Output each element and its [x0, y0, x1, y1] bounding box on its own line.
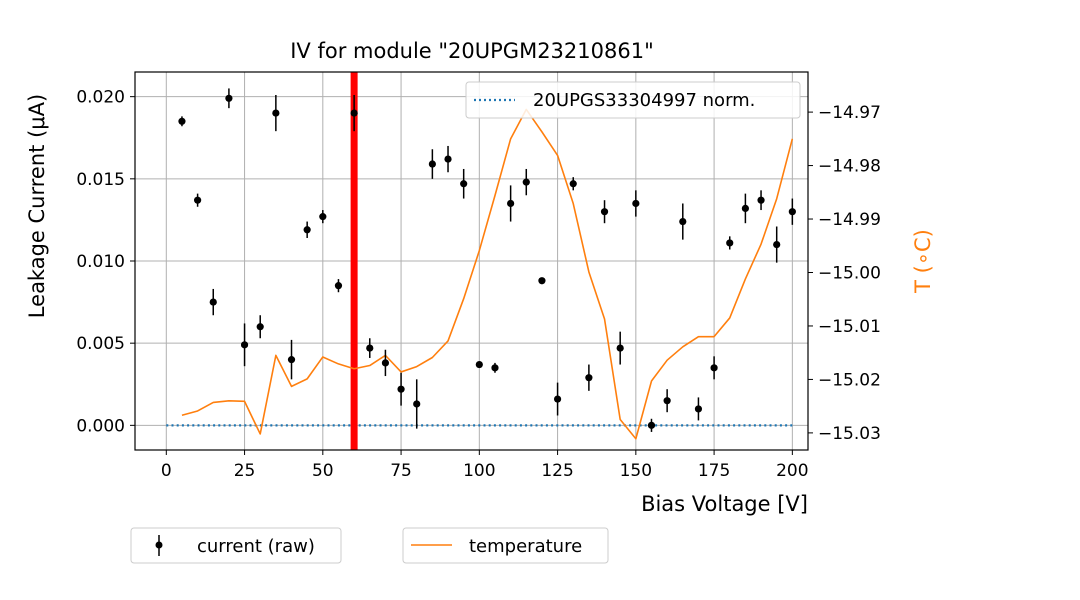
- x-tick-label: 150: [620, 461, 652, 481]
- x-tick-label: 200: [776, 461, 808, 481]
- current-point: [710, 364, 718, 372]
- current-point: [209, 298, 217, 306]
- current-point: [397, 385, 405, 393]
- current-point: [194, 196, 202, 204]
- current-point: [553, 395, 562, 403]
- legend-current-label: current (raw): [197, 536, 315, 557]
- legend-temperature: temperature: [402, 527, 609, 564]
- current-point: [240, 341, 249, 349]
- y2-axis-ticks: −15.03 −15.02 −15.01 −15.00 −14.99 −14.98 −14.…: [808, 103, 881, 444]
- current-point: [773, 240, 781, 249]
- legend-current: current (raw): [130, 527, 342, 564]
- x-tick-label: 50: [312, 461, 334, 481]
- current-point: [726, 239, 734, 247]
- chart-title: IV for module "20UPGM23210861": [290, 39, 654, 63]
- current-point: [694, 405, 703, 413]
- x-tick-label: 125: [541, 461, 573, 481]
- current-point: [616, 344, 624, 352]
- y-tick-label: 0.000: [76, 416, 125, 436]
- current-point: [350, 109, 358, 117]
- legend-current-box: [130, 527, 342, 564]
- current-point: [178, 117, 186, 125]
- temperature-series: [181, 108, 794, 440]
- current-point: [303, 226, 311, 234]
- y-tick-label: 0.015: [76, 170, 125, 190]
- current-point: [679, 217, 687, 226]
- y-axis-ticks: 0.000 0.005 0.010 0.015 0.020: [76, 88, 135, 436]
- x-tick-label: 75: [390, 461, 412, 481]
- current-point: [647, 421, 656, 429]
- x-axis-ticks: 0 25 50 75 100 125 150 175 200: [161, 450, 809, 481]
- y-tick-label: 0.010: [76, 252, 125, 272]
- y2-tick-label: −15.00: [818, 263, 881, 283]
- x-tick-label: 25: [234, 461, 256, 481]
- x-tick-label: 0: [161, 461, 172, 481]
- current-point: [444, 155, 452, 163]
- current-point: [663, 397, 671, 405]
- current-point: [319, 213, 327, 221]
- current-point: [334, 282, 343, 290]
- current-point: [569, 180, 577, 188]
- y2-axis-label: T (∘C): [911, 229, 935, 294]
- legend-reference-box: [465, 81, 801, 119]
- y2-tick-label: −14.99: [818, 210, 881, 230]
- legend-temperature-box: [402, 527, 609, 564]
- current-point: [757, 196, 765, 204]
- x-tick-label: 100: [463, 461, 495, 481]
- legend-reference: 20UPGS33304997 norm.: [465, 81, 801, 119]
- x-axis-label: Bias Voltage [V]: [641, 492, 808, 516]
- current-point: [788, 208, 796, 216]
- y2-tick-label: −15.02: [818, 370, 881, 390]
- y2-tick-label: −15.03: [818, 424, 881, 444]
- legend-temperature-label: temperature: [469, 536, 582, 557]
- y2-tick-label: −14.97: [818, 103, 881, 123]
- current-point: [428, 160, 436, 168]
- x-tick-label: 175: [698, 461, 730, 481]
- current-point: [256, 323, 264, 331]
- current-point: [413, 400, 421, 408]
- y2-tick-label: −15.01: [818, 317, 881, 337]
- current-point: [287, 356, 296, 364]
- current-series: [178, 88, 796, 432]
- current-point: [632, 199, 640, 208]
- y-tick-label: 0.005: [76, 334, 125, 354]
- y-tick-label: 0.020: [76, 88, 125, 108]
- current-point: [522, 178, 530, 186]
- current-point: [741, 204, 749, 213]
- current-point: [381, 359, 390, 367]
- current-point: [366, 344, 374, 352]
- y2-tick-label: −14.98: [818, 157, 881, 177]
- legend-current-marker: [155, 541, 163, 549]
- current-point: [225, 94, 233, 102]
- legend-reference-label: 20UPGS33304997 norm.: [533, 90, 755, 111]
- current-point: [507, 199, 515, 208]
- y-axis-label: Leakage Current (μA): [25, 94, 49, 318]
- current-point: [538, 277, 546, 285]
- current-point: [460, 180, 468, 188]
- current-point: [475, 360, 483, 369]
- grid-lines: [135, 72, 808, 450]
- current-point: [585, 374, 593, 382]
- current-point: [272, 109, 280, 117]
- current-point: [491, 364, 499, 372]
- current-point: [600, 208, 609, 216]
- temperature-line: [181, 108, 794, 440]
